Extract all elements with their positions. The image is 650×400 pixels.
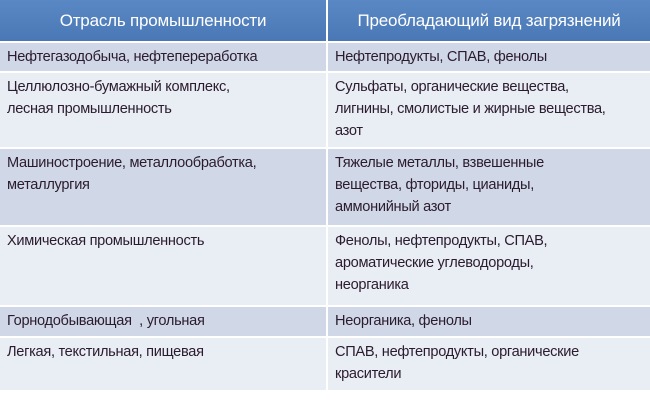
- table-row: Химическая промышленность Фенолы, нефтеп…: [0, 227, 650, 307]
- industry-cell: Нефтегазодобыча, нефтепереработка: [0, 43, 326, 73]
- pollutants-cell: Тяжелые металлы, взвешенные вещества, фт…: [326, 149, 650, 227]
- pollutants-cell: Неорганика, фенолы: [326, 307, 650, 338]
- industry-cell: Горнодобывающая , угольная: [0, 307, 326, 338]
- pollutants-cell: Нефтепродукты, СПАВ, фенолы: [326, 43, 650, 73]
- table-row: Легкая, текстильная, пищевая СПАВ, нефте…: [0, 338, 650, 392]
- header-industry: Отрасль промышленности: [0, 0, 326, 43]
- pollutants-cell: Сульфаты, органические вещества, лигнины…: [326, 73, 650, 149]
- table-row: Машиностроение, металлообработка, металл…: [0, 149, 650, 227]
- table-row: Нефтегазодобыча, нефтепереработка Нефтеп…: [0, 43, 650, 73]
- table-row: Целлюлозно-бумажный комплекс, лесная про…: [0, 73, 650, 149]
- table-row: Горнодобывающая , угольная Неорганика, ф…: [0, 307, 650, 338]
- header-row: Отрасль промышленности Преобладающий вид…: [0, 0, 650, 43]
- industry-cell: Целлюлозно-бумажный комплекс, лесная про…: [0, 73, 326, 149]
- pollutants-cell: Фенолы, нефтепродукты, СПАВ, ароматическ…: [326, 227, 650, 307]
- header-pollutants: Преобладающий вид загрязнений: [326, 0, 650, 43]
- pollutants-cell: СПАВ, нефтепродукты, органические красит…: [326, 338, 650, 392]
- industry-cell: Химическая промышленность: [0, 227, 326, 307]
- industry-cell: Машиностроение, металлообработка, металл…: [0, 149, 326, 227]
- industry-cell: Легкая, текстильная, пищевая: [0, 338, 326, 392]
